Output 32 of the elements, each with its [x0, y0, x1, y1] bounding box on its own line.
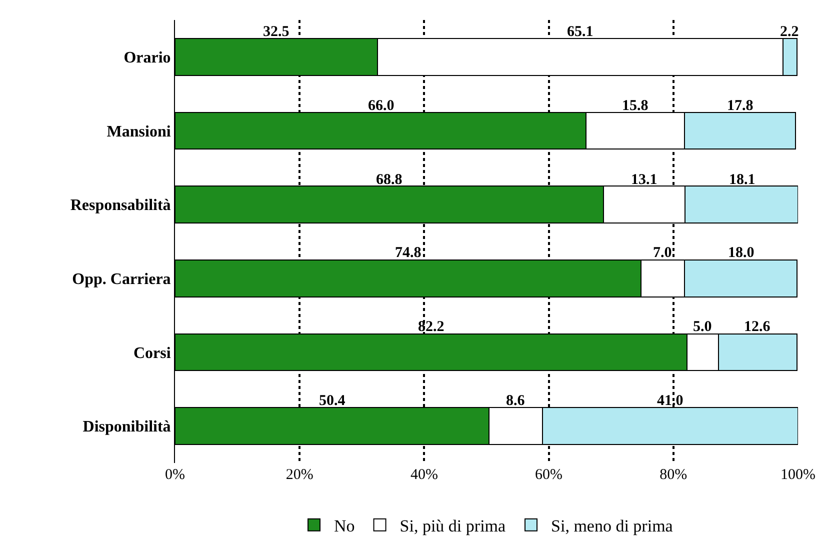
x-tick-label: 40% — [410, 467, 438, 483]
data-label: 2.2 — [780, 24, 799, 40]
y-tick-label: Disponibilità — [82, 418, 171, 436]
data-label: 18.0 — [728, 245, 754, 261]
data-label: 68.8 — [376, 172, 402, 188]
y-tick-label: Corsi — [133, 344, 172, 362]
legend-label: Si, più di prima — [400, 516, 506, 536]
data-label: 12.6 — [744, 319, 771, 335]
data-label: 7.0 — [653, 245, 672, 261]
x-tick-label: 0% — [165, 467, 185, 483]
data-label: 15.8 — [622, 98, 648, 114]
data-label: 5.0 — [693, 319, 712, 335]
x-tick-label: 20% — [286, 467, 314, 483]
data-label: 41.0 — [657, 393, 684, 409]
y-tick-label: Mansioni — [106, 123, 172, 140]
data-label: 8.6 — [506, 393, 526, 409]
data-label: 50.4 — [319, 393, 346, 409]
data-label: 32.5 — [263, 24, 290, 40]
y-tick-label: Responsabilità — [70, 197, 171, 214]
data-label: 66.0 — [368, 98, 394, 114]
data-label: 65.1 — [567, 24, 594, 40]
data-label: 17.8 — [727, 98, 754, 114]
x-tick-label: 60% — [535, 467, 563, 483]
y-tick-label: Opp. Carriera — [72, 271, 171, 288]
data-label: 18.1 — [729, 172, 756, 188]
y-tick-label: Orario — [124, 50, 171, 67]
legend-label: Si, meno di prima — [551, 516, 674, 536]
data-label: 13.1 — [631, 172, 658, 188]
legend-label: No — [334, 516, 355, 536]
x-tick-label: 100% — [780, 467, 816, 483]
data-label: 74.8 — [395, 245, 422, 261]
x-tick-label: 80% — [660, 467, 688, 483]
